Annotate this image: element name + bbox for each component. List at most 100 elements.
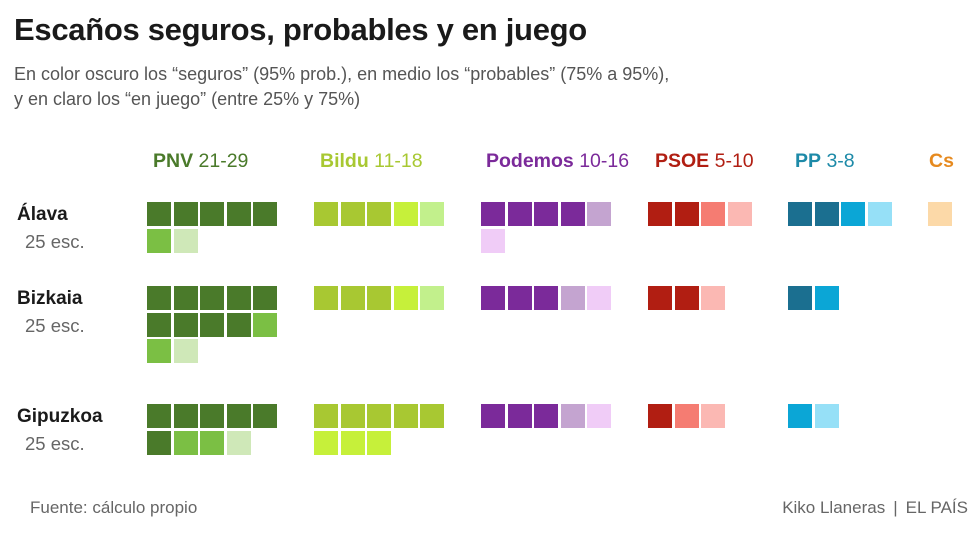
seat-square-podemos <box>507 286 532 310</box>
party-header-pp: PP 3-8 <box>795 150 855 173</box>
party-header-cs: Cs <box>929 150 954 173</box>
seat-square-bildu <box>314 286 338 310</box>
seat-square-podemos <box>507 404 532 428</box>
seat-square-bildu <box>340 286 365 310</box>
seat-square-pnv <box>226 430 251 455</box>
seat-square-psoe <box>701 404 725 428</box>
chart-title: Escaños seguros, probables y en juego <box>14 12 587 47</box>
seat-square-podemos <box>587 404 611 428</box>
party-range: 11-18 <box>374 150 423 172</box>
seat-square-pp <box>867 202 892 226</box>
party-header-pnv: PNV 21-29 <box>153 150 248 173</box>
seat-square-bildu <box>367 202 391 226</box>
subtitle-line-2: y en claro los “en juego” (entre 25% y 7… <box>14 89 361 109</box>
seat-square-pp <box>788 404 812 428</box>
author: Kiko Llaneras <box>782 498 886 517</box>
seat-square-psoe <box>648 404 672 428</box>
seat-square-psoe <box>674 404 699 428</box>
seat-square-pp <box>788 286 812 310</box>
seat-square-psoe <box>727 202 752 226</box>
seat-square-pp <box>841 202 865 226</box>
seat-square-pnv <box>173 228 198 253</box>
party-name: Podemos <box>486 150 574 172</box>
party-header-podemos: Podemos 10-16 <box>486 150 629 173</box>
outlet: EL PAÍS <box>905 498 968 517</box>
seat-square-bildu <box>393 202 418 226</box>
seat-square-bildu <box>393 404 418 428</box>
seat-square-podemos <box>534 286 558 310</box>
seat-square-bildu <box>367 286 391 310</box>
seat-square-cs <box>928 202 952 226</box>
region-name: Álava <box>17 204 68 225</box>
seat-square-pnv <box>253 312 277 337</box>
party-name: Bildu <box>320 150 369 172</box>
seat-square-pnv <box>173 202 198 226</box>
seat-square-bildu <box>420 404 444 428</box>
region-seats: 25 esc. <box>25 231 85 252</box>
seat-square-pnv <box>173 286 198 310</box>
seat-square-pnv <box>226 312 251 337</box>
seat-square-pnv <box>147 404 171 428</box>
seat-square-psoe <box>648 286 672 310</box>
seat-square-podemos <box>560 404 585 428</box>
party-name: PNV <box>153 150 194 172</box>
region-alava: Álava 25 esc. <box>17 204 85 253</box>
seat-square-pnv <box>147 286 171 310</box>
seat-square-psoe <box>701 202 725 226</box>
seat-square-podemos <box>534 202 558 226</box>
seat-square-podemos <box>481 404 505 428</box>
region-name: Gipuzkoa <box>17 406 103 427</box>
seat-square-podemos <box>560 202 585 226</box>
region-seats: 25 esc. <box>25 315 85 336</box>
seat-square-bildu <box>420 202 444 226</box>
seat-square-pnv <box>173 404 198 428</box>
seat-square-pnv <box>226 202 251 226</box>
seat-square-pp <box>814 404 839 428</box>
party-range: 10-16 <box>579 150 630 172</box>
seat-square-psoe <box>701 286 725 310</box>
party-name: Cs <box>929 150 954 172</box>
seat-square-podemos <box>507 202 532 226</box>
seat-square-pp <box>814 286 839 310</box>
seat-square-podemos <box>481 286 505 310</box>
seat-square-bildu <box>367 430 391 455</box>
seat-square-psoe <box>674 286 699 310</box>
seat-square-bildu <box>340 202 365 226</box>
party-range: 5-10 <box>714 150 754 172</box>
seat-square-pnv <box>200 312 224 337</box>
seat-square-bildu <box>420 286 444 310</box>
seat-square-podemos <box>481 228 505 253</box>
seat-square-pp <box>814 202 839 226</box>
seat-square-podemos <box>587 202 611 226</box>
seat-square-bildu <box>340 430 365 455</box>
seat-square-pnv <box>147 339 171 363</box>
seat-square-pnv <box>253 404 277 428</box>
seat-square-pnv <box>226 286 251 310</box>
source-note: Fuente: cálculo propio <box>30 498 198 517</box>
seat-square-pnv <box>147 430 171 455</box>
seat-square-pnv <box>147 312 171 337</box>
seat-square-pp <box>788 202 812 226</box>
seat-square-pnv <box>147 228 171 253</box>
seat-square-bildu <box>367 404 391 428</box>
seat-square-psoe <box>674 202 699 226</box>
party-header-bildu: Bildu 11-18 <box>320 150 423 173</box>
chart-subtitle: En color oscuro los “seguros” (95% prob.… <box>14 62 834 112</box>
party-header-psoe: PSOE 5-10 <box>655 150 754 173</box>
seat-square-podemos <box>534 404 558 428</box>
party-range: 3-8 <box>826 150 855 172</box>
region-bizkaia: Bizkaia 25 esc. <box>17 288 85 337</box>
region-name: Bizkaia <box>17 288 83 309</box>
region-gipuzkoa: Gipuzkoa 25 esc. <box>17 406 103 455</box>
seat-square-pnv <box>173 312 198 337</box>
subtitle-line-1: En color oscuro los “seguros” (95% prob.… <box>14 64 670 84</box>
credit-separator: | <box>893 498 898 517</box>
seat-square-podemos <box>560 286 585 310</box>
seat-square-pnv <box>253 286 277 310</box>
party-name: PP <box>795 150 822 172</box>
party-range: 21-29 <box>198 150 249 172</box>
seat-square-pnv <box>173 430 198 455</box>
seat-square-pnv <box>200 430 224 455</box>
seat-square-podemos <box>481 202 505 226</box>
seat-square-pnv <box>226 404 251 428</box>
